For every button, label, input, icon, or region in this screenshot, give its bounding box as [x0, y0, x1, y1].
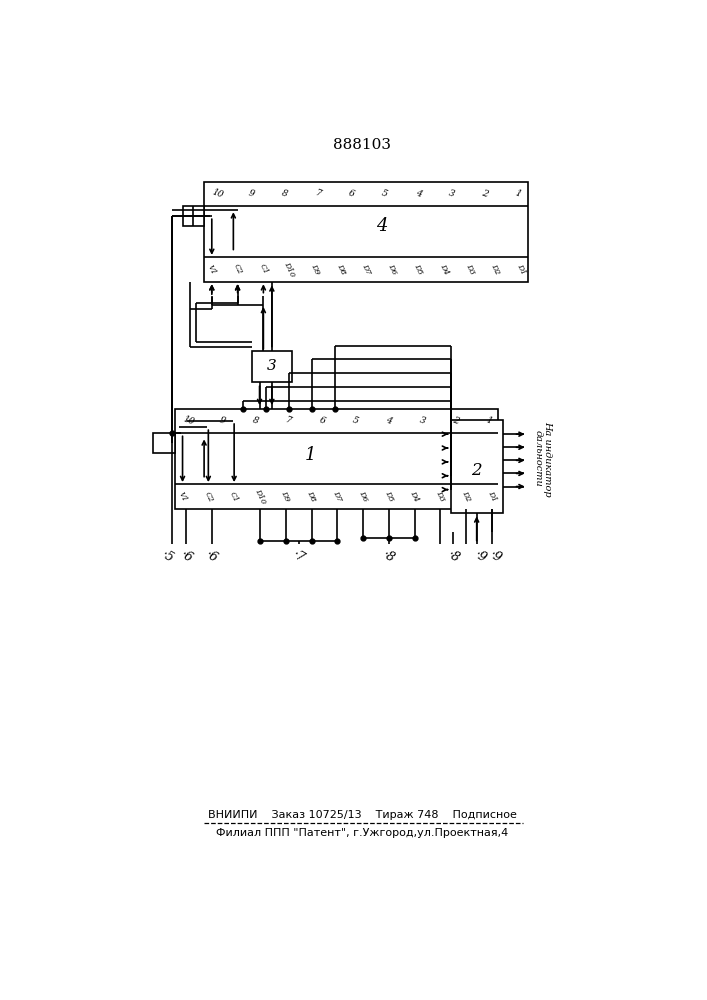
- Text: 2: 2: [472, 462, 482, 479]
- Text: 7: 7: [284, 416, 293, 426]
- Text: D7: D7: [361, 263, 373, 276]
- Text: D8: D8: [335, 263, 346, 276]
- Text: D1: D1: [486, 490, 498, 503]
- Text: 1: 1: [485, 416, 493, 426]
- Text: D2: D2: [490, 263, 501, 276]
- Bar: [153, 433, 175, 453]
- Text: ·5: ·5: [160, 548, 176, 565]
- Text: C2: C2: [232, 263, 243, 276]
- Text: 10: 10: [182, 415, 196, 427]
- Text: 2: 2: [451, 416, 460, 426]
- Text: 3: 3: [267, 359, 276, 373]
- Text: D1: D1: [515, 263, 527, 276]
- Text: 10: 10: [211, 188, 225, 200]
- Text: 4: 4: [376, 217, 387, 235]
- Text: 5: 5: [380, 189, 389, 199]
- Text: V1: V1: [206, 263, 218, 276]
- Text: 2: 2: [481, 189, 489, 199]
- Text: D2: D2: [460, 490, 472, 503]
- Text: D10: D10: [282, 260, 296, 278]
- Text: 5: 5: [351, 416, 360, 426]
- Bar: [450, 420, 503, 513]
- Text: C1: C1: [257, 263, 269, 276]
- Text: D4: D4: [438, 263, 450, 276]
- Text: ·6: ·6: [178, 548, 195, 565]
- Text: ·8: ·8: [445, 548, 462, 565]
- Text: 9: 9: [247, 189, 255, 199]
- Text: D4: D4: [409, 490, 421, 503]
- Text: ·7: ·7: [290, 548, 307, 565]
- Text: 3: 3: [418, 416, 426, 426]
- Text: 888103: 888103: [333, 138, 392, 152]
- Text: 4: 4: [385, 416, 393, 426]
- Text: ·9: ·9: [488, 548, 504, 565]
- Text: 6: 6: [318, 416, 327, 426]
- Text: D3: D3: [464, 263, 476, 276]
- Text: D7: D7: [332, 490, 344, 503]
- Bar: [252, 351, 292, 382]
- Bar: [204, 182, 527, 282]
- Text: На индикатор
дальности: На индикатор дальности: [533, 421, 553, 497]
- Text: 3: 3: [448, 189, 456, 199]
- Text: V1: V1: [177, 490, 188, 503]
- Text: ВНИИПИ    Заказ 10725/13    Тираж 748    Подписное: ВНИИПИ Заказ 10725/13 Тираж 748 Подписно…: [208, 810, 517, 820]
- Text: ·8: ·8: [380, 548, 397, 565]
- Text: D10: D10: [253, 488, 267, 505]
- Text: 8: 8: [251, 416, 259, 426]
- Text: D9: D9: [309, 263, 321, 276]
- Text: 1: 1: [514, 189, 522, 199]
- Text: C1: C1: [228, 490, 240, 503]
- Text: 6: 6: [347, 189, 356, 199]
- Text: C2: C2: [202, 490, 214, 503]
- Text: Филиал ППП "Патент", г.Ужгород,ул.Проектная,4: Филиал ППП "Патент", г.Ужгород,ул.Проект…: [216, 828, 508, 838]
- Text: D6: D6: [357, 490, 369, 503]
- Text: D9: D9: [280, 490, 292, 503]
- Text: D5: D5: [412, 263, 424, 276]
- Text: D3: D3: [435, 490, 446, 503]
- Text: 4: 4: [414, 189, 422, 199]
- Text: 9: 9: [218, 416, 226, 426]
- Text: D6: D6: [387, 263, 398, 276]
- Text: ·6: ·6: [204, 548, 221, 565]
- Text: ·9: ·9: [472, 548, 489, 565]
- Bar: [182, 206, 204, 226]
- Text: D5: D5: [383, 490, 395, 503]
- Text: D8: D8: [305, 490, 317, 503]
- Text: 8: 8: [281, 189, 289, 199]
- Text: 7: 7: [314, 189, 322, 199]
- Text: 1: 1: [305, 446, 317, 464]
- Bar: [175, 409, 498, 509]
